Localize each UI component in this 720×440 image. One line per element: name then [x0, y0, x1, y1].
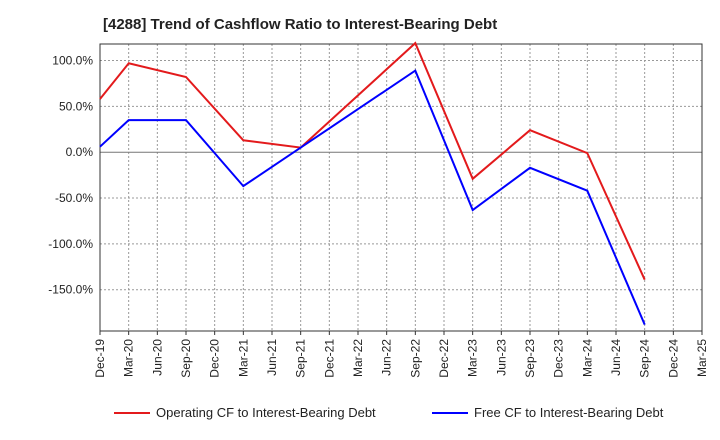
legend-item-free-cf: Free CF to Interest-Bearing Debt	[432, 405, 663, 420]
x-tick-label: Dec-20	[208, 339, 222, 378]
grid-layer	[99, 44, 703, 331]
x-tick-label: Jun-21	[265, 339, 279, 376]
y-tick-label: 50.0%	[59, 99, 93, 113]
plot-frame	[99, 43, 703, 332]
x-tick-label: Mar-24	[580, 339, 594, 377]
x-tick-label: Sep-21	[294, 339, 308, 378]
x-tick-label: Sep-20	[179, 339, 193, 378]
legend-item-operating-cf: Operating CF to Interest-Bearing Debt	[114, 405, 376, 420]
chart-title: [4288] Trend of Cashflow Ratio to Intere…	[103, 16, 498, 33]
legend-swatch-free-cf	[432, 411, 468, 414]
x-tick-label: Dec-23	[552, 339, 566, 378]
x-tick-label: Mar-23	[466, 339, 480, 377]
x-tick-label: Dec-24	[666, 339, 680, 378]
y-tick-label: 100.0%	[52, 54, 93, 68]
x-tick-label: Sep-23	[523, 339, 537, 378]
legend-swatch-operating-cf	[114, 411, 150, 414]
x-tick-label: Jun-20	[150, 339, 164, 376]
y-tick-label: -100.0%	[48, 237, 93, 251]
x-tick-label: Sep-24	[638, 339, 652, 378]
x-tick-label: Jun-24	[609, 339, 623, 376]
y-tick-label: 0.0%	[66, 145, 94, 159]
x-tick-label: Jun-23	[494, 339, 508, 376]
x-tick-label: Jun-22	[380, 339, 394, 376]
x-tick-label: Mar-21	[236, 339, 250, 377]
series-line-free-cf	[99, 69, 646, 325]
label-layer: 100.0% 50.0% 0.0% -50.0% -100.0% -150.0% Dec-1…	[48, 54, 709, 378]
x-tick-label: Dec-19	[93, 339, 107, 378]
x-tick-label: Mar-22	[351, 339, 365, 377]
x-tick-label: Mar-25	[695, 339, 709, 377]
series-layer	[99, 41, 646, 325]
y-tick-label: -150.0%	[48, 283, 93, 297]
axis-layer	[99, 43, 703, 335]
series-line-operating-cf	[99, 41, 646, 281]
x-tick-label: Mar-20	[122, 339, 136, 377]
legend-label-operating-cf: Operating CF to Interest-Bearing Debt	[156, 405, 376, 420]
legend: Operating CF to Interest-Bearing Debt Fr…	[0, 405, 720, 425]
y-tick-label: -50.0%	[55, 191, 93, 205]
x-tick-label: Dec-22	[437, 339, 451, 378]
legend-label-free-cf: Free CF to Interest-Bearing Debt	[474, 405, 664, 420]
x-tick-label: Dec-21	[322, 339, 336, 378]
x-tick-label: Sep-22	[408, 339, 422, 378]
